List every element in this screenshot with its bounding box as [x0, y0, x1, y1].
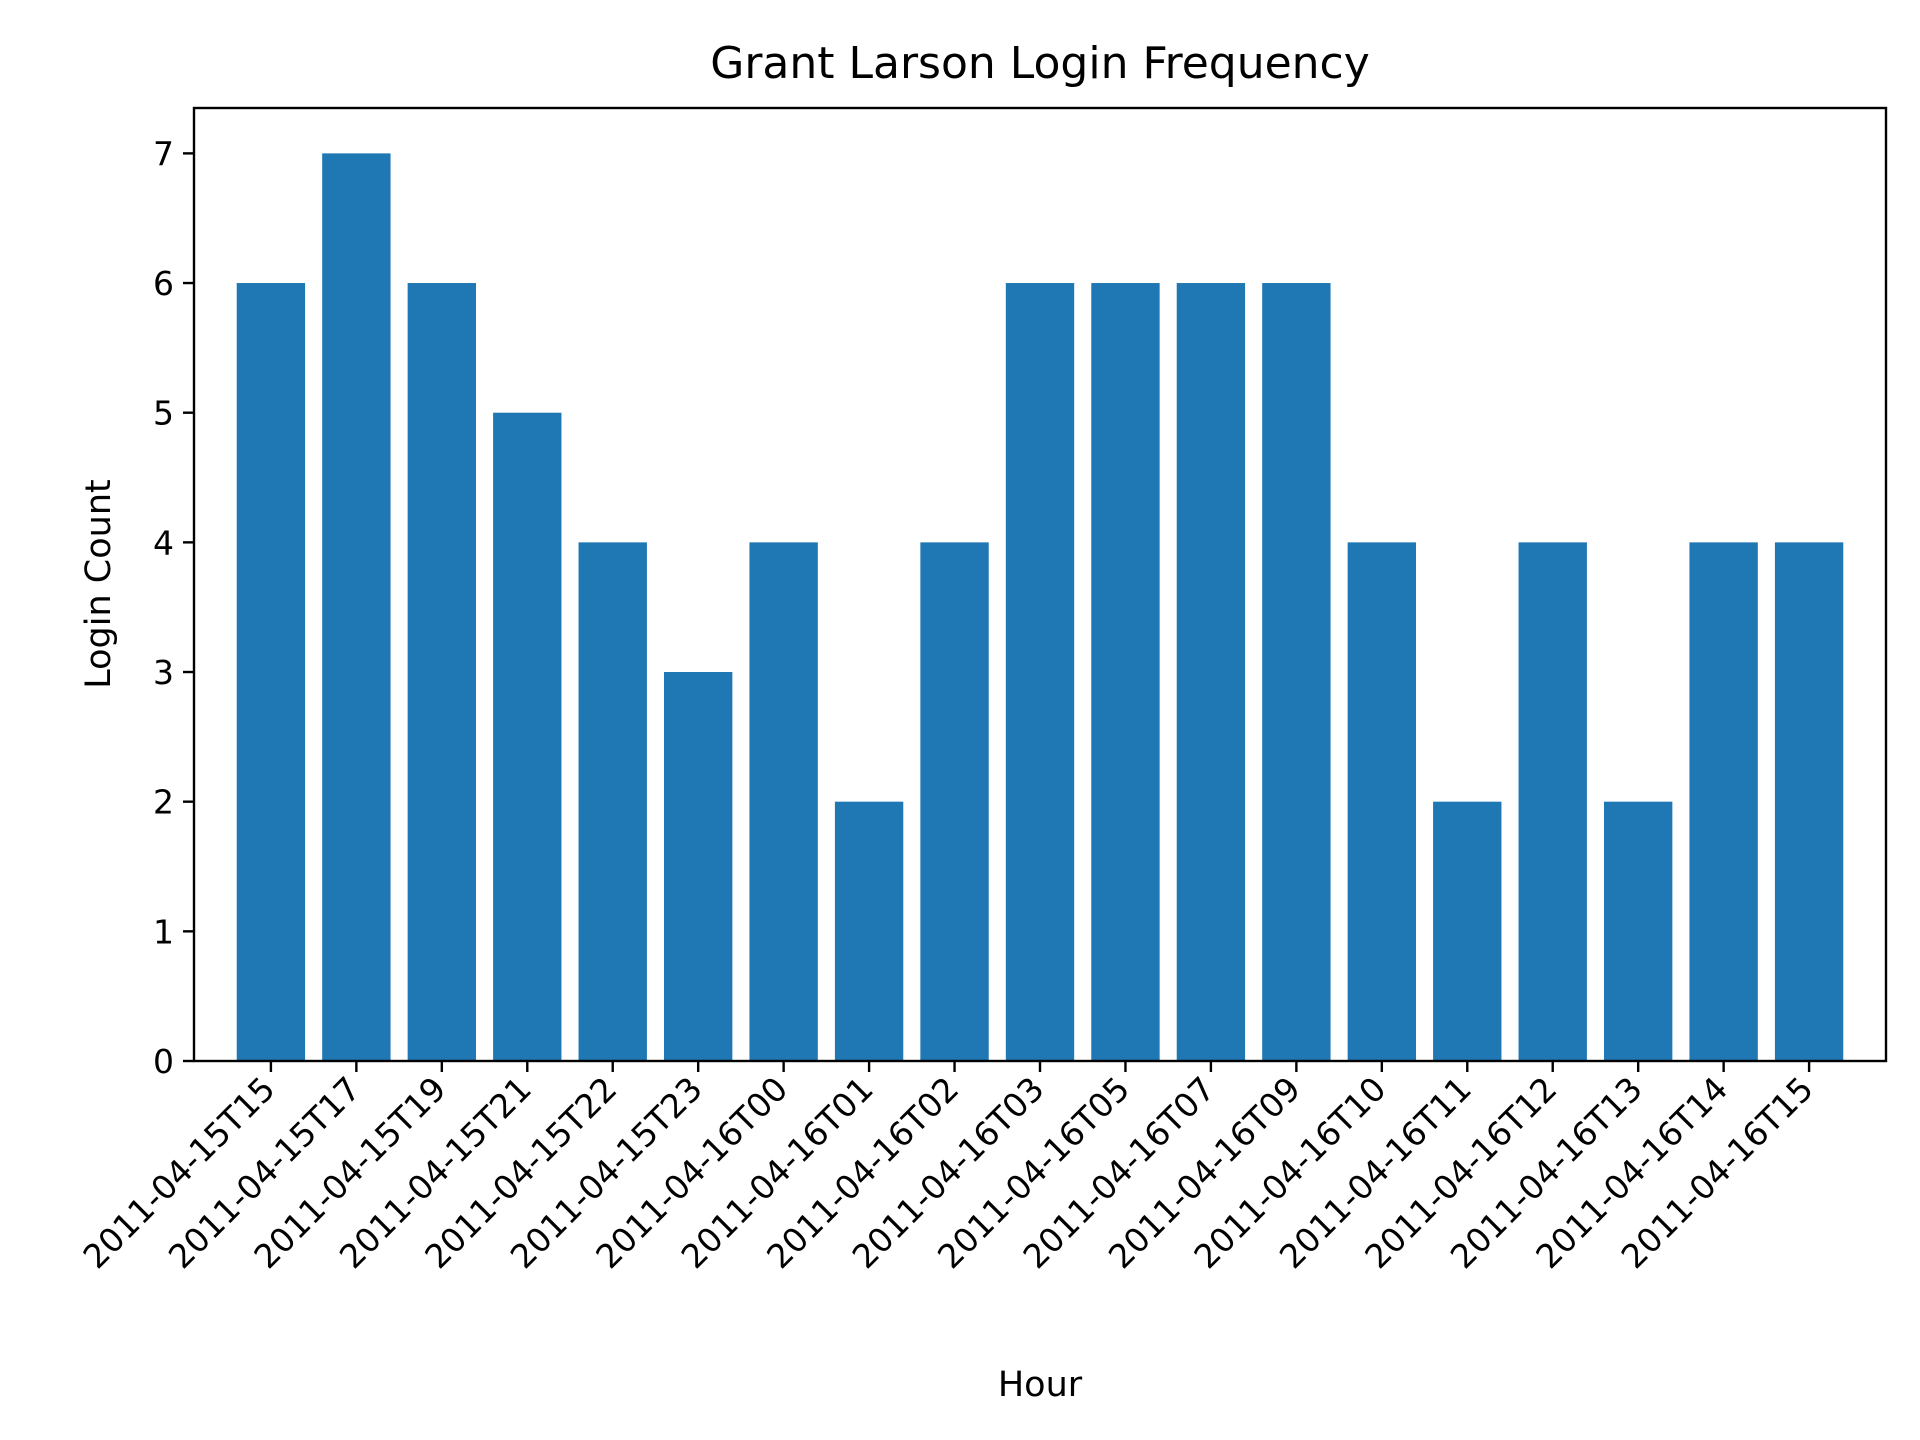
bar-2011-04-15T17: [322, 153, 391, 1061]
bar-2011-04-16T09: [1262, 283, 1331, 1062]
y-tick-label: 6: [153, 264, 174, 303]
bar-2011-04-16T01: [834, 801, 904, 1061]
bar-2011-04-15T23: [664, 672, 733, 1061]
bar-2011-04-16T14: [1689, 542, 1758, 1061]
x-axis-label: Hour: [998, 1365, 1083, 1405]
bar-2011-04-16T10: [1347, 542, 1416, 1061]
y-tick-label: 4: [153, 523, 174, 562]
chart-title: Grant Larson Login Frequency: [710, 38, 1370, 89]
x-axis-ticks: 2011-04-15T152011-04-15T172011-04-15T192…: [75, 1061, 1821, 1276]
bar-2011-04-16T02: [920, 542, 989, 1061]
y-tick-label: 1: [153, 912, 174, 951]
bar-2011-04-16T03: [1005, 283, 1075, 1062]
y-tick-label: 2: [153, 783, 174, 822]
bar-2011-04-15T21: [493, 412, 562, 1061]
y-tick-label: 7: [153, 134, 174, 173]
bar-2011-04-16T13: [1604, 801, 1673, 1061]
bar-2011-04-15T15: [236, 283, 306, 1062]
y-axis-label: Login Count: [79, 479, 119, 689]
y-tick-label: 5: [153, 394, 174, 433]
y-tick-label: 0: [153, 1042, 174, 1081]
y-axis-ticks: 0 1 2 3 4 5 6 7: [153, 134, 194, 1081]
bar-2011-04-16T12: [1518, 542, 1587, 1061]
bars-layer: [236, 153, 1844, 1062]
bar-2011-04-15T22: [578, 542, 647, 1061]
bar-2011-04-15T19: [407, 283, 476, 1062]
bar-2011-04-16T07: [1176, 283, 1246, 1062]
bar-2011-04-16T00: [749, 542, 818, 1061]
y-tick-label: 3: [153, 653, 174, 692]
plot-frame: [192, 106, 1888, 1063]
bar-2011-04-16T11: [1433, 801, 1502, 1061]
bar-2011-04-16T15: [1774, 542, 1844, 1061]
bar-2011-04-16T05: [1091, 283, 1160, 1062]
